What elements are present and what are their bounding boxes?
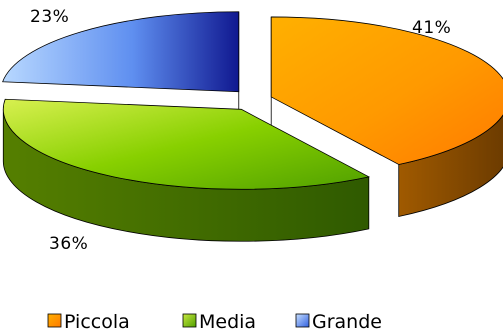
- legend-label-media: Media: [199, 311, 256, 333]
- data-label-piccola: 41%: [412, 18, 451, 38]
- pie-slices: [2, 11, 503, 242]
- legend-label-grande: Grande: [312, 311, 382, 333]
- legend-swatch-piccola: [47, 313, 62, 328]
- legend-item-piccola: Piccola: [47, 311, 130, 333]
- legend-label-piccola: Piccola: [64, 311, 130, 333]
- legend-swatch-grande: [295, 313, 310, 328]
- slice-piccola: [270, 16, 503, 165]
- slice-media: [2, 98, 370, 190]
- legend: Piccola Media Grande: [47, 311, 382, 333]
- data-label-grande: 23%: [30, 7, 69, 27]
- data-label-media: 36%: [49, 234, 88, 254]
- legend-swatch-media: [182, 313, 197, 328]
- legend-item-grande: Grande: [295, 311, 382, 333]
- slice-grande: [2, 11, 240, 93]
- legend-item-media: Media: [182, 311, 256, 333]
